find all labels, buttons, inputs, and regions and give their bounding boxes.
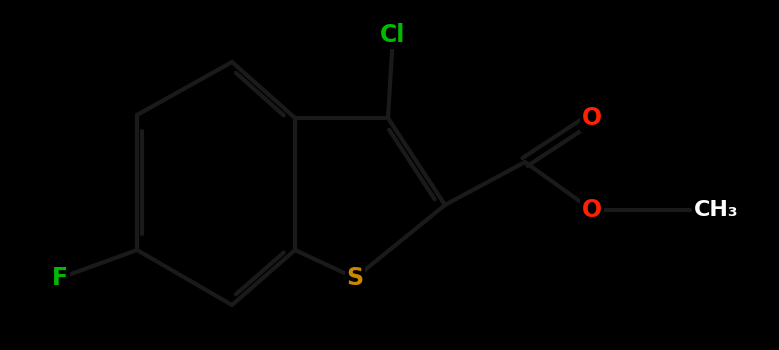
Text: CH₃: CH₃ [694,200,738,220]
Text: F: F [52,266,68,290]
Text: O: O [582,106,602,130]
Text: S: S [347,266,364,290]
Text: Cl: Cl [380,23,406,47]
Text: O: O [582,198,602,222]
